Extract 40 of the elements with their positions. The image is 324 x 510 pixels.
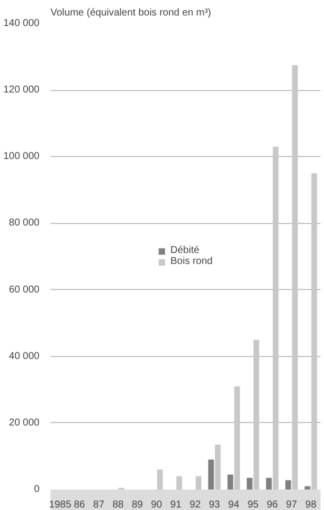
y-tick-label: 20 000 [8, 417, 40, 428]
x-tick-label: 96 [266, 500, 278, 510]
x-tick-label: 93 [208, 500, 220, 510]
x-tick-label: 89 [132, 500, 144, 510]
bar [285, 480, 292, 490]
y-axis-title: Volume (équivalent bois rond en m³) [50, 8, 212, 18]
x-tick-label: 95 [247, 500, 259, 510]
bar [196, 476, 202, 490]
y-tick-label: 100 000 [3, 151, 40, 162]
bar [157, 470, 163, 490]
y-tick-label: 140 000 [3, 18, 40, 29]
x-tick-label: 97 [286, 500, 298, 510]
bar [234, 386, 240, 490]
x-tick-label: 86 [74, 500, 86, 510]
bar [304, 486, 310, 490]
y-tick-label: 0 [34, 484, 40, 495]
bar [214, 444, 221, 490]
bar [311, 173, 318, 490]
x-tick-label: 98 [305, 500, 317, 510]
y-tick-label: 60 000 [8, 284, 40, 296]
bar [292, 65, 298, 490]
x-tick-label: 91 [170, 500, 182, 510]
legend-label: Bois rond [170, 256, 213, 267]
x-tick-label: 94 [228, 500, 240, 510]
x-tick-label: 1985 [49, 500, 72, 510]
bar [208, 460, 214, 490]
y-tick-label: 120 000 [3, 84, 40, 96]
bar [272, 146, 279, 490]
y-tick-label: 80 000 [8, 218, 40, 229]
x-tick-label: 87 [93, 500, 105, 510]
x-tick-label: 92 [190, 500, 202, 510]
bar [227, 474, 234, 490]
x-tick-label: 88 [112, 500, 124, 510]
x-tick-label: 90 [151, 500, 163, 510]
bar [246, 478, 252, 490]
bar [266, 478, 272, 490]
legend-label: Débité [170, 245, 200, 256]
y-tick-label: 40 000 [8, 350, 40, 362]
bar [176, 476, 182, 490]
bar [254, 340, 260, 490]
